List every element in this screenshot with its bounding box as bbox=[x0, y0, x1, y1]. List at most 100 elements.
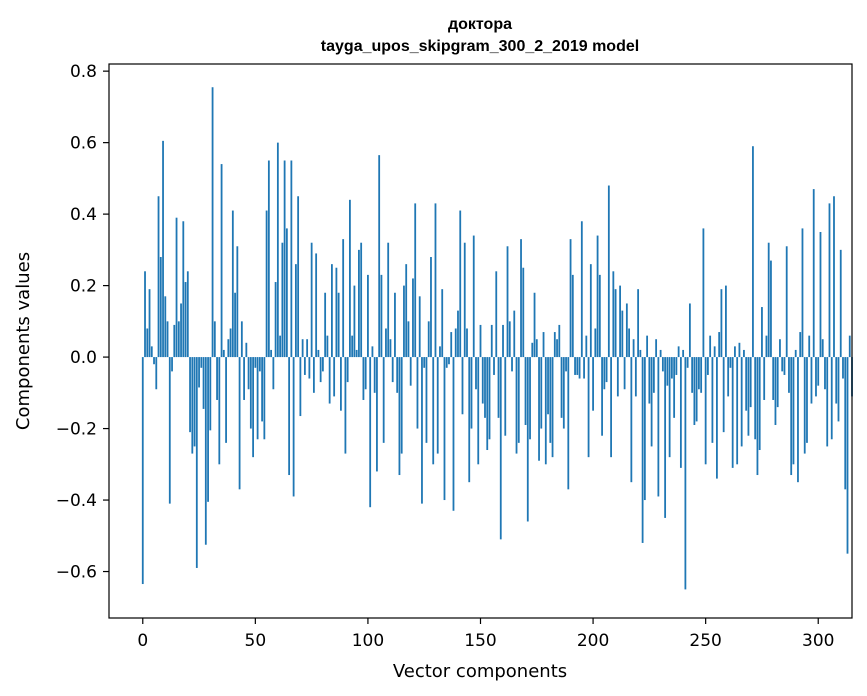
bar bbox=[436, 357, 439, 454]
bar bbox=[238, 357, 241, 490]
bar bbox=[189, 357, 191, 433]
bar bbox=[587, 357, 590, 458]
bar bbox=[337, 292, 340, 358]
bar bbox=[319, 357, 322, 383]
bar bbox=[540, 357, 543, 429]
bar bbox=[371, 346, 374, 358]
bar bbox=[279, 335, 282, 358]
bar bbox=[445, 357, 448, 368]
bar bbox=[191, 357, 194, 454]
plot-frame bbox=[108, 63, 853, 619]
bar bbox=[700, 357, 703, 393]
bar bbox=[544, 357, 547, 465]
y-tick-label: 0.8 bbox=[70, 62, 97, 82]
bar bbox=[520, 239, 522, 358]
bar bbox=[484, 357, 486, 418]
bar bbox=[637, 289, 640, 358]
bar bbox=[549, 357, 552, 443]
bar bbox=[164, 296, 167, 358]
bar bbox=[646, 335, 649, 358]
bar bbox=[718, 332, 721, 358]
bar bbox=[691, 357, 694, 393]
bar bbox=[324, 292, 327, 358]
bar bbox=[418, 296, 421, 358]
bar bbox=[353, 285, 356, 358]
bar bbox=[412, 278, 414, 358]
bar bbox=[479, 324, 482, 358]
bar bbox=[317, 349, 320, 358]
bar bbox=[679, 357, 682, 468]
bar bbox=[508, 321, 511, 358]
bar bbox=[225, 357, 227, 443]
bar bbox=[524, 357, 527, 425]
bar bbox=[596, 235, 599, 358]
bar bbox=[409, 357, 412, 386]
bar bbox=[515, 357, 518, 454]
bar bbox=[758, 357, 761, 451]
bar bbox=[340, 357, 342, 411]
bar bbox=[639, 349, 642, 358]
bar bbox=[788, 357, 790, 393]
bar bbox=[351, 335, 354, 358]
bar bbox=[502, 324, 504, 358]
bar bbox=[749, 357, 752, 408]
bar bbox=[533, 292, 536, 358]
bar bbox=[610, 357, 612, 458]
bar bbox=[551, 357, 554, 458]
bar bbox=[765, 335, 768, 358]
bar bbox=[301, 339, 304, 358]
bar bbox=[538, 357, 540, 461]
bar bbox=[817, 357, 820, 386]
bar bbox=[222, 349, 225, 358]
bar bbox=[655, 339, 658, 358]
bar bbox=[141, 357, 144, 585]
bar bbox=[592, 357, 594, 411]
bar bbox=[423, 357, 426, 368]
bar bbox=[378, 155, 381, 358]
bar bbox=[285, 228, 288, 358]
bar bbox=[812, 189, 815, 358]
bar bbox=[272, 357, 275, 390]
bar bbox=[720, 289, 723, 358]
bar bbox=[806, 357, 808, 443]
bar bbox=[625, 303, 628, 358]
bar bbox=[261, 357, 263, 422]
y-tick-label: 0.6 bbox=[70, 134, 97, 154]
bar bbox=[405, 264, 408, 358]
bar bbox=[290, 160, 293, 358]
bar bbox=[234, 292, 236, 358]
bar bbox=[294, 264, 297, 358]
bar bbox=[842, 357, 844, 379]
bar bbox=[772, 357, 775, 400]
bar bbox=[743, 349, 745, 358]
bar bbox=[738, 342, 741, 358]
bar bbox=[373, 357, 376, 393]
bar bbox=[308, 357, 311, 379]
bar bbox=[535, 339, 538, 358]
bar bbox=[801, 228, 804, 358]
x-tick-label: 100 bbox=[352, 631, 384, 651]
bar bbox=[763, 357, 766, 400]
bar bbox=[333, 357, 336, 397]
x-tick-label: 150 bbox=[464, 631, 496, 651]
bar bbox=[630, 357, 633, 483]
bar bbox=[607, 185, 610, 358]
bar bbox=[828, 203, 831, 358]
bar bbox=[601, 357, 603, 436]
bar bbox=[182, 221, 185, 358]
bar bbox=[839, 249, 842, 358]
bar bbox=[661, 357, 664, 372]
bar bbox=[779, 339, 781, 358]
bar bbox=[848, 335, 851, 358]
bar bbox=[711, 357, 714, 443]
bar bbox=[578, 357, 581, 379]
bar bbox=[558, 324, 561, 358]
bar bbox=[673, 357, 676, 418]
bar bbox=[297, 196, 300, 358]
bar bbox=[657, 357, 660, 497]
bar bbox=[472, 235, 475, 358]
bar bbox=[781, 357, 784, 372]
bar bbox=[396, 357, 399, 393]
bar bbox=[731, 357, 734, 468]
